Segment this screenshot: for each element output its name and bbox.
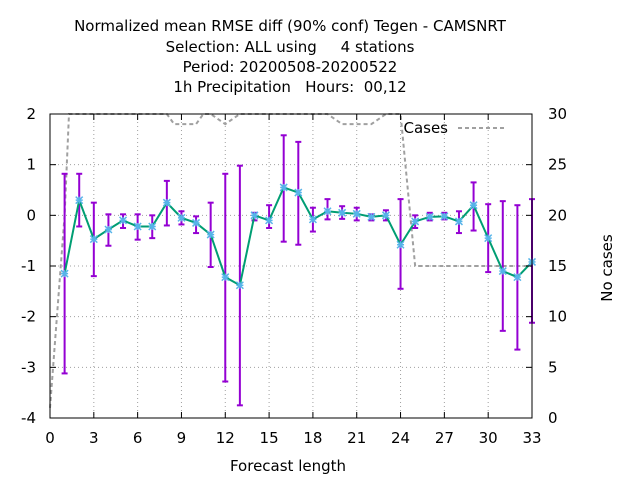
data-point [454, 217, 464, 226]
title-line-4: 1h Precipitation Hours: 00,12 [173, 78, 406, 96]
data-point [469, 201, 478, 210]
title-line-2: Selection: ALL using 4 stations [166, 38, 415, 56]
data-point [279, 183, 288, 192]
x-axis-label: Forecast length [230, 457, 346, 475]
x-tick-label: 0 [45, 429, 55, 447]
data-point [513, 273, 522, 282]
data-point [192, 218, 201, 227]
y-tick-label: -3 [21, 358, 36, 376]
data-point [367, 212, 376, 221]
y2-tick-label: 5 [548, 358, 558, 376]
data-point [425, 212, 434, 221]
error-bar [499, 200, 506, 332]
y-tick-label: -4 [21, 409, 36, 427]
data-point [323, 207, 332, 216]
axes: 0 3 6 9 12 15 18 21 24 27 30 33-4-3-2-1012051015202… [21, 105, 567, 447]
x-tick-label: 24 [391, 429, 410, 447]
data-point [396, 240, 405, 249]
legend: Cases [403, 119, 506, 137]
y-tick-label: 1 [26, 156, 36, 174]
data-point [104, 225, 113, 234]
data-point [411, 217, 420, 226]
data-point [235, 281, 244, 290]
y-tick-label: 2 [26, 105, 36, 123]
y2-tick-label: 25 [548, 156, 567, 174]
y2-tick-label: 0 [548, 409, 558, 427]
legend-label-cases: Cases [403, 119, 448, 137]
data-point [89, 235, 98, 244]
data-point [265, 216, 274, 225]
x-tick-label: 27 [435, 429, 454, 447]
data-point [177, 213, 186, 222]
y-tick-label: -1 [21, 257, 36, 275]
data-point [133, 222, 142, 231]
data-point [381, 211, 390, 220]
data-point [148, 222, 157, 231]
x-tick-label: 33 [522, 429, 541, 447]
x-tick-label: 3 [89, 429, 99, 447]
x-tick-label: 12 [216, 429, 235, 447]
data-point [162, 198, 171, 207]
error-bar [266, 204, 273, 229]
title-line-3: Period: 20200508-20200522 [183, 58, 398, 76]
data-point [498, 267, 507, 276]
data-point [118, 216, 128, 225]
x-tick-label: 18 [303, 429, 322, 447]
y2-axis-label: No cases [598, 234, 616, 302]
x-tick-label: 9 [177, 429, 187, 447]
data-point [352, 209, 361, 218]
y2-tick-label: 10 [548, 308, 567, 326]
data-point [294, 188, 303, 197]
data-point [484, 234, 493, 243]
y-tick-label: 0 [26, 206, 36, 224]
y2-tick-label: 15 [548, 257, 567, 275]
chart-title: Normalized mean RMSE diff (90% conf) Teg… [74, 17, 507, 96]
x-tick-label: 21 [347, 429, 366, 447]
x-tick-label: 6 [133, 429, 143, 447]
data-point [308, 215, 317, 224]
data-point [221, 273, 230, 282]
data-point [206, 230, 215, 239]
data-point [75, 196, 84, 205]
title-line-1: Normalized mean RMSE diff (90% conf) Teg… [74, 17, 507, 35]
y2-tick-label: 30 [548, 105, 567, 123]
data-point [440, 212, 449, 221]
data-point [250, 211, 259, 220]
data-point [60, 269, 69, 278]
y-tick-label: -2 [21, 308, 36, 326]
y2-tick-label: 20 [548, 206, 567, 224]
x-tick-label: 15 [260, 429, 279, 447]
x-tick-label: 30 [479, 429, 498, 447]
data-point [338, 208, 347, 217]
